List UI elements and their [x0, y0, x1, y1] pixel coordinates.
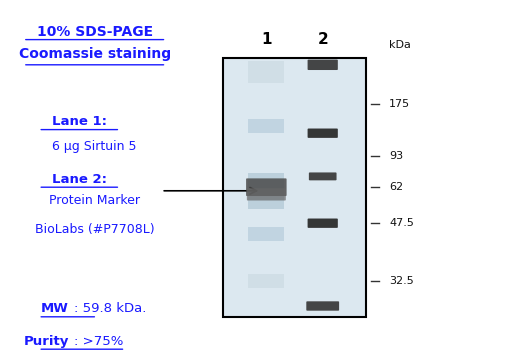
- Text: 62: 62: [389, 182, 404, 192]
- Text: Protein Marker: Protein Marker: [49, 194, 140, 207]
- FancyBboxPatch shape: [306, 301, 339, 311]
- FancyBboxPatch shape: [308, 129, 338, 138]
- Bar: [249, 61, 284, 83]
- Text: Purity: Purity: [24, 335, 69, 348]
- Text: Coomassie staining: Coomassie staining: [19, 47, 171, 61]
- Text: 1: 1: [261, 32, 271, 47]
- Bar: [249, 119, 284, 133]
- Text: 175: 175: [389, 99, 410, 109]
- Text: 47.5: 47.5: [389, 219, 414, 229]
- Text: 93: 93: [389, 151, 404, 161]
- Text: 10% SDS-PAGE: 10% SDS-PAGE: [36, 25, 153, 39]
- Text: : 59.8 kDa.: : 59.8 kDa.: [74, 302, 147, 315]
- Text: Lane 1:: Lane 1:: [52, 115, 107, 128]
- Text: kDa: kDa: [389, 40, 411, 50]
- Text: : >75%: : >75%: [74, 335, 124, 348]
- Bar: [223, 58, 366, 317]
- FancyBboxPatch shape: [308, 219, 338, 228]
- Bar: [249, 274, 284, 288]
- Text: 6 μg Sirtuin 5: 6 μg Sirtuin 5: [53, 140, 137, 153]
- Text: MW: MW: [41, 302, 69, 315]
- Text: 2: 2: [317, 32, 328, 47]
- FancyBboxPatch shape: [247, 188, 286, 201]
- FancyBboxPatch shape: [308, 60, 338, 70]
- Text: BioLabs (#P7708L): BioLabs (#P7708L): [35, 223, 154, 236]
- Bar: [249, 173, 284, 209]
- Text: 32.5: 32.5: [389, 275, 414, 285]
- FancyBboxPatch shape: [309, 172, 336, 180]
- FancyBboxPatch shape: [246, 179, 287, 196]
- Text: Lane 2:: Lane 2:: [52, 173, 107, 186]
- Bar: [249, 227, 284, 241]
